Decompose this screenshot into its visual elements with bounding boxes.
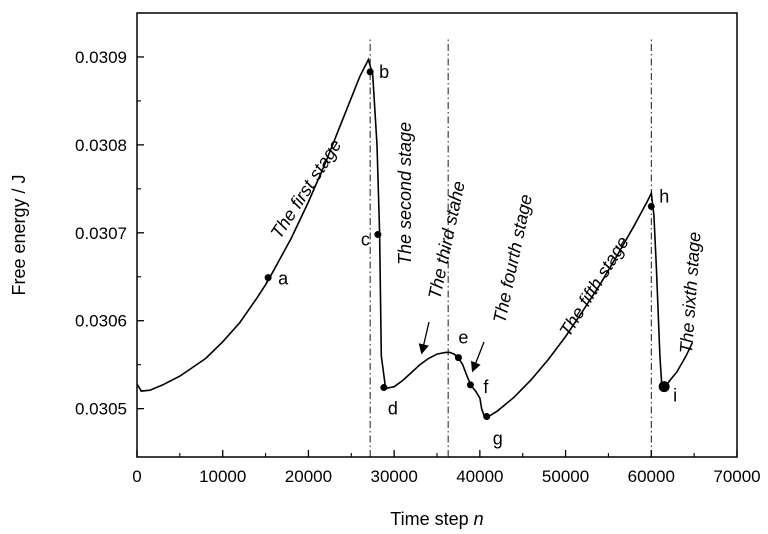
y-tick-labels: 0.0305 0.0306 0.0307 0.0308 0.0309 [75,48,127,419]
marker-c [374,231,382,239]
marker-d [380,384,388,392]
stage-label-fifth: The fifth stage [555,233,632,340]
y-tick-label: 0.0308 [75,136,127,155]
stage-divider-lines [369,39,652,457]
marker-label-b: b [379,62,389,82]
marker-label-i: i [673,386,677,406]
marker-label-c: c [361,230,370,250]
stage-markers [264,68,670,421]
y-tick-label: 0.0306 [75,312,127,331]
marker-h [647,202,655,210]
y-tick-label: 0.0309 [75,48,127,67]
x-tick-label: 70000 [713,467,760,486]
x-tick-label: 0 [132,467,141,486]
marker-g [483,413,491,421]
x-tick-label: 50000 [542,467,589,486]
marker-e [454,354,462,362]
stage-label-first: The first stage [267,136,346,243]
marker-label-g: g [493,429,503,449]
x-tick-label: 60000 [628,467,675,486]
x-tick-label: 40000 [456,467,503,486]
stage-label-third: The third stahe [424,179,469,301]
marker-label-h: h [659,186,669,206]
y-tick-label: 0.0307 [75,224,127,243]
x-tick-label: 20000 [285,467,332,486]
fourth-stage-arrow [471,341,485,373]
x-tick-label: 30000 [371,467,418,486]
x-axis-title: Time step n [390,509,483,529]
x-tick-label: 10000 [199,467,246,486]
stage-label-fourth: The fourth stage [489,192,536,324]
y-axis-title: Free energy / J [9,174,29,295]
stage-label-sixth: The sixth stage [676,231,704,354]
x-tick-labels: 0 10000 20000 30000 40000 50000 60000 70000 [132,467,760,486]
marker-label-d: d [388,399,398,419]
marker-f [466,381,474,389]
third-stage-arrow [418,321,430,355]
marker-label-e: e [458,328,468,348]
marker-a [264,274,272,282]
marker-labels: a b c d e f g h i [278,62,677,449]
y-tick-label: 0.0305 [75,400,127,419]
marker-label-a: a [278,269,289,289]
stage-label-second: The second stage [395,122,415,265]
marker-i [658,381,670,393]
marker-b [366,68,374,76]
marker-label-f: f [483,377,489,397]
axis-ticks [136,56,738,457]
